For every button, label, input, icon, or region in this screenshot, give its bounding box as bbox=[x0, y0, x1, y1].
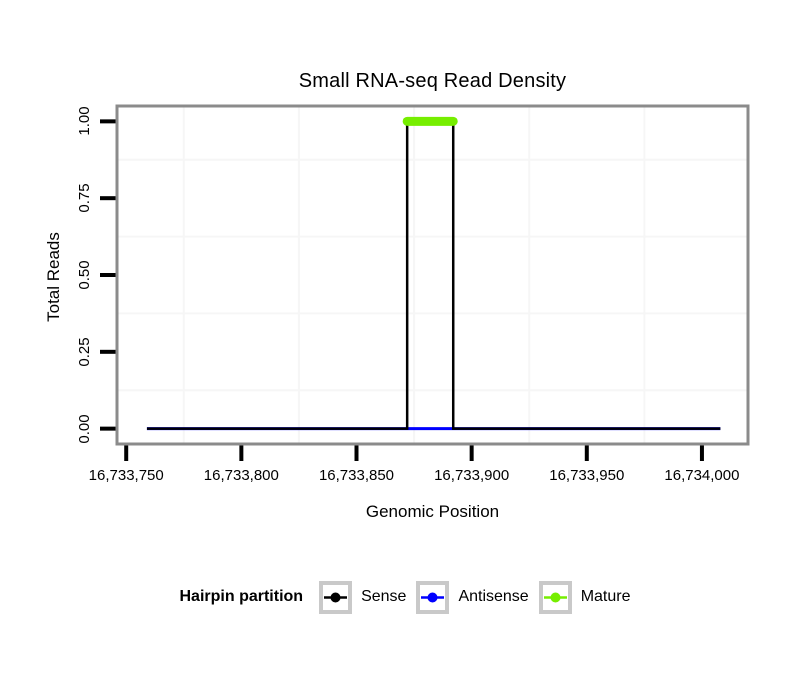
y-axis-label: Total Reads bbox=[44, 232, 63, 322]
y-tick-label: 1.00 bbox=[76, 106, 93, 136]
line-point-glyph-icon bbox=[421, 592, 445, 602]
y-tick-label: 0.00 bbox=[76, 414, 93, 444]
legend-entry: Antisense bbox=[416, 580, 529, 614]
legend-label: Sense bbox=[361, 588, 407, 605]
line-point-glyph-icon bbox=[543, 592, 567, 602]
panel-border bbox=[115, 104, 750, 446]
legend-key-mature-icon bbox=[538, 580, 572, 614]
legend: Hairpin partition Sense Antisense Mature bbox=[0, 578, 810, 616]
legend-entry: Mature bbox=[538, 580, 631, 614]
legend-key-antisense-icon bbox=[416, 580, 450, 614]
legend-key-sense-icon bbox=[319, 580, 353, 614]
x-tick-label: 16,733,800 bbox=[203, 467, 279, 484]
legend-title: Hairpin partition bbox=[179, 588, 304, 605]
x-tick-label: 16,733,850 bbox=[318, 467, 395, 484]
x-axis-label: Genomic Position bbox=[365, 502, 500, 521]
x-tick-label: 16,734,000 bbox=[664, 467, 740, 484]
y-tick-label: 0.25 bbox=[76, 337, 93, 367]
y-tick-label: 0.50 bbox=[76, 260, 93, 290]
legend-label: Mature bbox=[580, 588, 631, 605]
y-tick-label: 0.75 bbox=[76, 183, 93, 213]
legend-label: Antisense bbox=[458, 588, 529, 605]
series-line-sense bbox=[146, 120, 721, 430]
legend-entry: Sense bbox=[319, 580, 407, 614]
x-tick-label: 16,733,900 bbox=[434, 467, 510, 484]
x-tick-label: 16,733,950 bbox=[549, 467, 625, 484]
x-tick-label: 16,733,750 bbox=[88, 467, 164, 484]
chart-title: Small RNA-seq Read Density bbox=[298, 70, 567, 92]
line-point-glyph-icon bbox=[324, 592, 348, 602]
